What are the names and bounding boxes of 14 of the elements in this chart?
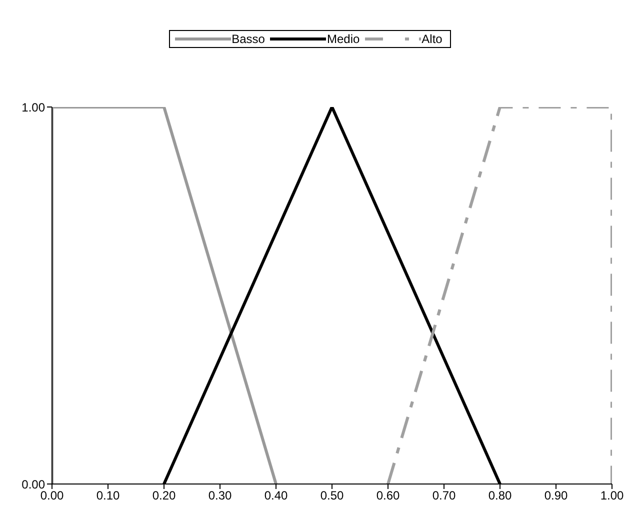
x-tick-label: 0.60 (376, 488, 400, 503)
x-tick-label: 0.90 (544, 488, 568, 503)
x-tick-label: 0.80 (488, 488, 512, 503)
x-tick-label: 0.50 (320, 488, 344, 503)
x-tick-label: 0.70 (432, 488, 456, 503)
x-tick-label: 0.20 (152, 488, 176, 503)
legend-label: Basso (232, 32, 265, 46)
legend-label: Medio (326, 32, 360, 46)
x-tick-label: 0.10 (96, 488, 120, 503)
x-tick-label: 0.00 (40, 488, 64, 503)
legend-label: Alto (422, 32, 442, 46)
x-tick-label: 1.00 (600, 488, 624, 503)
x-tick-label: 0.30 (208, 488, 232, 503)
x-tick-label: 0.40 (264, 488, 288, 503)
